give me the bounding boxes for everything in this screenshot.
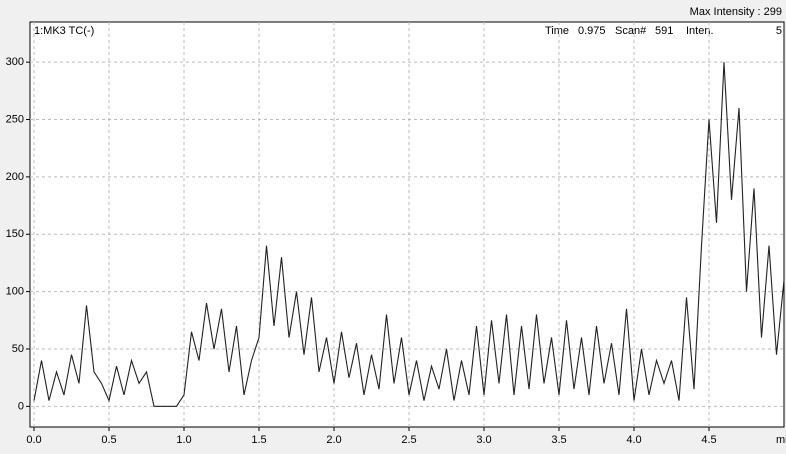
- y-tick-label: 300: [6, 56, 24, 68]
- info-time: Time: [545, 25, 569, 37]
- info-scan: Scan#: [615, 25, 647, 37]
- y-tick-label: 100: [6, 286, 24, 298]
- info-time-value: 0.975: [578, 25, 606, 37]
- y-tick-label: 200: [6, 171, 24, 183]
- y-tick-label: 250: [6, 113, 24, 125]
- chart-title: 1:MK3 TC(-): [34, 25, 94, 37]
- info-inten: Inten.: [686, 25, 714, 37]
- y-tick-label: 150: [6, 228, 24, 240]
- x-tick-label: 4.5: [701, 434, 716, 446]
- y-tick-label: 0: [18, 400, 24, 412]
- x-tick-label: 0.0: [26, 434, 41, 446]
- plot-area: [29, 21, 785, 428]
- signal-line: [33, 62, 785, 407]
- max-intensity: Max Intensity : 299: [690, 6, 782, 18]
- x-tick-label: 2.0: [326, 434, 341, 446]
- info-scan-value: 591: [655, 25, 673, 37]
- x-tick-label: 0.5: [101, 434, 116, 446]
- x-tick-label: 3.5: [551, 434, 566, 446]
- x-tick-label: 3.0: [476, 434, 491, 446]
- x-tick-label: 1.0: [176, 434, 191, 446]
- info-inten-value: 5: [776, 25, 782, 37]
- x-tick-label: 2.5: [401, 434, 416, 446]
- x-axis-label: min: [776, 434, 786, 446]
- y-tick-label: 50: [12, 343, 24, 355]
- x-tick-label: 1.5: [251, 434, 266, 446]
- x-tick-label: 4.0: [626, 434, 641, 446]
